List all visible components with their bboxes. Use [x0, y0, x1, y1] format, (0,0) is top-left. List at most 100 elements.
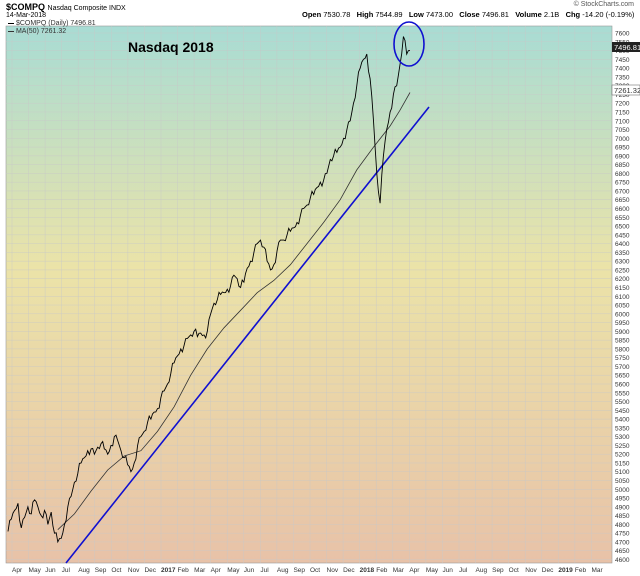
- x-tick-label: May: [227, 567, 240, 574]
- y-tick-label: 4800: [615, 522, 630, 529]
- x-tick-label: Jun: [442, 567, 453, 574]
- y-tick-label: 4600: [615, 557, 630, 564]
- y-tick-label: 5850: [615, 338, 630, 345]
- chart-annotation: Nasdaq 2018: [128, 39, 214, 55]
- y-tick-label: 6950: [615, 145, 630, 152]
- y-tick-label: 6150: [615, 285, 630, 292]
- y-tick-label: 4750: [615, 531, 630, 538]
- x-tick-label: Oct: [310, 567, 320, 574]
- x-tick-label: Mar: [393, 567, 405, 574]
- x-tick-label: Oct: [111, 567, 121, 574]
- x-tick-label: Apr: [12, 567, 23, 574]
- y-tick-label: 5100: [615, 469, 630, 476]
- date-label: 14-Mar-2018: [6, 12, 47, 19]
- y-tick-label: 7400: [615, 66, 630, 73]
- y-tick-label: 5950: [615, 320, 630, 327]
- y-tick-label: 5900: [615, 329, 630, 336]
- volume-value: 2.1B: [543, 10, 560, 19]
- price-line: [7, 36, 411, 544]
- y-tick-label: 7450: [615, 57, 630, 64]
- y-tick-label: 5350: [615, 425, 630, 432]
- y-tick-label: 6000: [615, 311, 630, 318]
- legend-price: $COMPQ (Daily) 7496.81: [8, 20, 96, 27]
- x-tick-label: Dec: [144, 567, 156, 574]
- y-tick-label: 5450: [615, 408, 630, 415]
- y-tick-label: 5250: [615, 443, 630, 450]
- y-tick-label: 7150: [615, 109, 630, 116]
- y-tick-label: 5550: [615, 390, 630, 397]
- x-tick-label: Aug: [476, 567, 488, 574]
- x-tick-label: 2018: [360, 567, 375, 574]
- y-tick-label: 6500: [615, 224, 630, 231]
- y-tick-label: 7050: [615, 127, 630, 134]
- x-tick-label: Feb: [575, 567, 587, 574]
- trendline: [65, 106, 430, 564]
- y-tick-label: 5650: [615, 373, 630, 380]
- x-tick-label: Jul: [62, 567, 71, 574]
- y-tick-label: 6650: [615, 197, 630, 204]
- x-tick-label: Oct: [509, 567, 519, 574]
- y-tick-label: 6250: [615, 267, 630, 274]
- close-price-tag: [612, 42, 640, 52]
- y-tick-label: 6750: [615, 180, 630, 187]
- y-tick-label: 6450: [615, 232, 630, 239]
- y-tick-label: 6700: [615, 188, 630, 195]
- y-tick-label: 7000: [615, 136, 630, 143]
- x-tick-label: Sep: [95, 567, 107, 574]
- x-tick-label: May: [426, 567, 439, 574]
- y-tick-label: 6350: [615, 250, 630, 257]
- x-tick-label: Dec: [542, 567, 554, 574]
- y-tick-label: 4950: [615, 496, 630, 503]
- y-tick-label: 5300: [615, 434, 630, 441]
- symbol-label: $COMPQ Nasdaq Composite INDX: [6, 2, 126, 12]
- y-tick-label: 5200: [615, 452, 630, 459]
- y-tick-label: 4900: [615, 504, 630, 511]
- y-tick-label: 6300: [615, 259, 630, 266]
- x-tick-label: Feb: [178, 567, 190, 574]
- legend-ma-swatch: [8, 30, 14, 32]
- x-tick-label: Nov: [327, 567, 339, 574]
- y-tick-label: 6400: [615, 241, 630, 248]
- close-value: 7496.81: [481, 10, 509, 19]
- y-tick-label: 5600: [615, 382, 630, 389]
- y-tick-label: 5800: [615, 346, 630, 353]
- x-tick-label: Jul: [260, 567, 269, 574]
- x-tick-label: Nov: [525, 567, 537, 574]
- ohlc-bar: Open 7530.78 High 7544.89 Low 7473.00 Cl…: [302, 10, 635, 19]
- y-tick-label: 6600: [615, 206, 630, 213]
- chg-value: -14.20 (-0.19%): [582, 10, 635, 19]
- x-tick-label: Feb: [376, 567, 388, 574]
- y-tick-label: 7250: [615, 92, 630, 99]
- symbol-name: Nasdaq Composite INDX: [47, 5, 126, 12]
- y-tick-label: 6200: [615, 276, 630, 283]
- legend-ma: MA(50) 7261.32: [8, 28, 66, 35]
- ma-line: [57, 92, 411, 530]
- y-tick-label: 6900: [615, 153, 630, 160]
- x-tick-label: Nov: [128, 567, 140, 574]
- y-tick-label: 5150: [615, 460, 630, 467]
- y-tick-label: 7600: [615, 31, 630, 38]
- x-tick-label: Aug: [277, 567, 289, 574]
- ma-price-tag-label: 7261.32: [614, 86, 640, 95]
- y-tick-label: 5750: [615, 355, 630, 362]
- y-tick-label: 4850: [615, 513, 630, 520]
- y-tick-label: 5000: [615, 487, 630, 494]
- y-tick-label: 5700: [615, 364, 630, 371]
- y-tick-label: 5400: [615, 417, 630, 424]
- open-value: 7530.78: [323, 10, 351, 19]
- y-tick-label: 7200: [615, 101, 630, 108]
- y-tick-label: 6850: [615, 162, 630, 169]
- x-tick-label: Sep: [293, 567, 305, 574]
- x-tick-label: Sep: [492, 567, 504, 574]
- watermark: © StockCharts.com: [573, 1, 634, 8]
- x-tick-label: Jun: [45, 567, 56, 574]
- x-tick-label: Dec: [343, 567, 355, 574]
- y-tick-label: 4700: [615, 539, 630, 546]
- x-tick-label: Jul: [459, 567, 468, 574]
- y-axis: 4600465047004750480048504900495050005050…: [615, 31, 630, 564]
- x-tick-label: Apr: [409, 567, 420, 574]
- y-tick-label: 6550: [615, 215, 630, 222]
- y-tick-label: 5500: [615, 399, 630, 406]
- y-tick-label: 6100: [615, 294, 630, 301]
